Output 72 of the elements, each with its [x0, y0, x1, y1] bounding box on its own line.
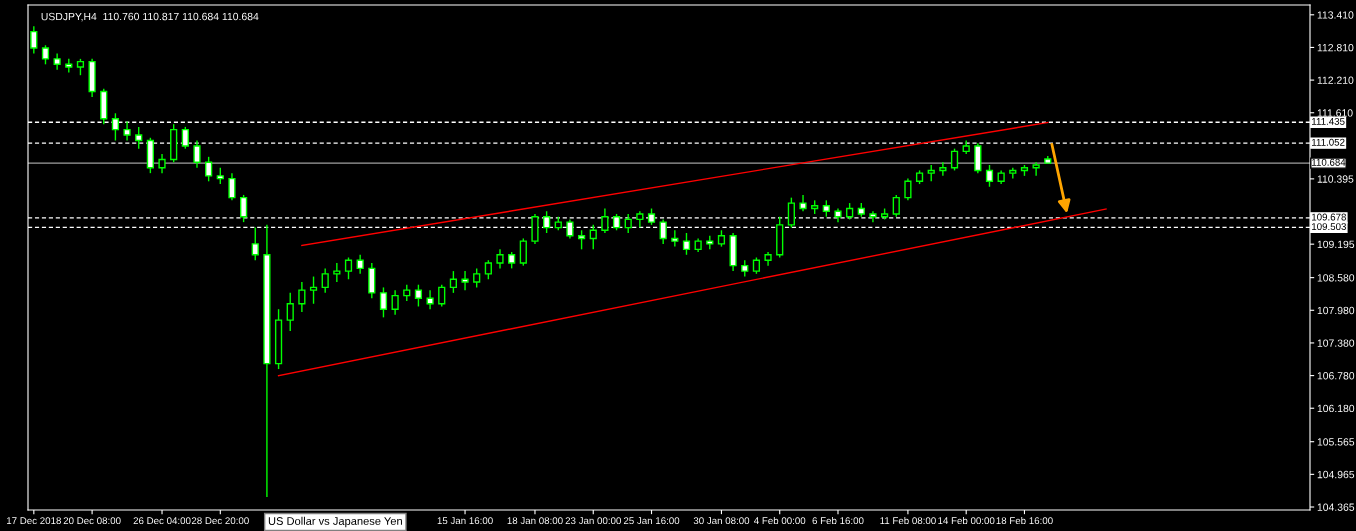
candlestick — [519, 237, 527, 267]
ref-line-label: 110.684 — [1312, 158, 1346, 166]
ref-line-label: 109.503 — [1312, 223, 1346, 231]
candlestick — [950, 147, 959, 172]
candlestick — [228, 172, 236, 202]
x-tick-label: 18 Feb 16:00 — [996, 516, 1053, 525]
y-tick-label: 106.780 — [1317, 372, 1355, 380]
y-tick-label: 104.365 — [1317, 503, 1355, 511]
candlestick — [379, 286, 388, 319]
x-tick-label: 25 Jan 16:00 — [623, 517, 680, 525]
x-tick-label: 6 Feb 16:00 — [812, 516, 864, 525]
x-tick-label: 4 Feb 00:00 — [754, 516, 806, 525]
x-tick-label: 18 Jan 08:00 — [507, 517, 563, 525]
candlestick — [461, 270, 469, 291]
y-tick-label: 110.395 — [1317, 175, 1354, 183]
candlestick — [1009, 167, 1017, 180]
candlestick — [624, 213, 632, 234]
candlestick — [391, 289, 399, 316]
x-tick-label: 30 Jan 08:00 — [693, 517, 750, 525]
y-tick-label: 105.565 — [1317, 438, 1355, 446]
candlestick — [41, 44, 50, 66]
candlestick — [438, 284, 446, 308]
x-tick-label: 15 Jan 16:00 — [437, 517, 493, 525]
candlestick — [939, 161, 947, 177]
candlestick — [333, 262, 341, 283]
text: US Dollar vs Japanese Yen — [268, 516, 402, 528]
ref-line-label: 109.678 — [1312, 213, 1346, 221]
y-tick-label: 113.410 — [1317, 11, 1354, 19]
text: USDJPY,H4 110.760 110.817 110.684 110.684 — [41, 12, 259, 22]
candlestick — [904, 177, 912, 202]
candlestick — [682, 232, 691, 256]
y-tick-label: 106.180 — [1317, 404, 1355, 413]
x-tick-label: 14 Feb 00:00 — [938, 516, 995, 525]
candlestick — [344, 256, 353, 280]
candlestick — [473, 267, 481, 289]
candlestick — [484, 259, 492, 280]
candlestick — [787, 196, 795, 229]
ref-line-label: 111.052 — [1312, 138, 1345, 146]
candlestick — [205, 156, 213, 183]
candlestick — [158, 153, 166, 174]
x-tick-label: 28 Dec 20:00 — [191, 517, 249, 525]
y-tick-label: 112.210 — [1317, 76, 1354, 84]
candlestick — [286, 292, 294, 332]
x-tick-label: 20 Dec 08:00 — [63, 517, 121, 525]
y-tick-label: 109.195 — [1317, 240, 1355, 249]
y-tick-label: 112.810 — [1317, 43, 1354, 52]
candlestick — [298, 281, 306, 313]
x-tick-label: 26 Dec 04:00 — [133, 517, 191, 525]
x-tick-label: 11 Feb 08:00 — [880, 516, 936, 525]
y-tick-label: 108.580 — [1317, 274, 1355, 282]
candlestick — [589, 224, 597, 251]
x-tick-label: 23 Jan 00:00 — [565, 517, 621, 525]
candlestick — [321, 267, 329, 294]
candlestick — [251, 226, 259, 261]
candlestick — [414, 284, 423, 308]
x-tick-label: 17 Dec 2018 — [7, 517, 61, 525]
y-tick-label: 111.610 — [1317, 109, 1353, 117]
y-tick-label: 107.380 — [1317, 339, 1355, 347]
candlestick — [892, 194, 900, 218]
ref-line-label: 111.435 — [1312, 118, 1345, 125]
candlestick — [496, 248, 504, 270]
candlestick — [449, 270, 457, 294]
candlestick — [985, 164, 994, 188]
candlestick — [309, 275, 318, 305]
candlestick — [1032, 161, 1040, 177]
candlestick — [426, 289, 434, 310]
candlestick — [577, 229, 586, 251]
y-tick-label: 107.980 — [1317, 306, 1355, 315]
candlestick — [601, 207, 609, 234]
candlestick — [671, 229, 679, 248]
candlestick — [356, 254, 364, 275]
y-tick-label: 104.965 — [1317, 470, 1355, 479]
